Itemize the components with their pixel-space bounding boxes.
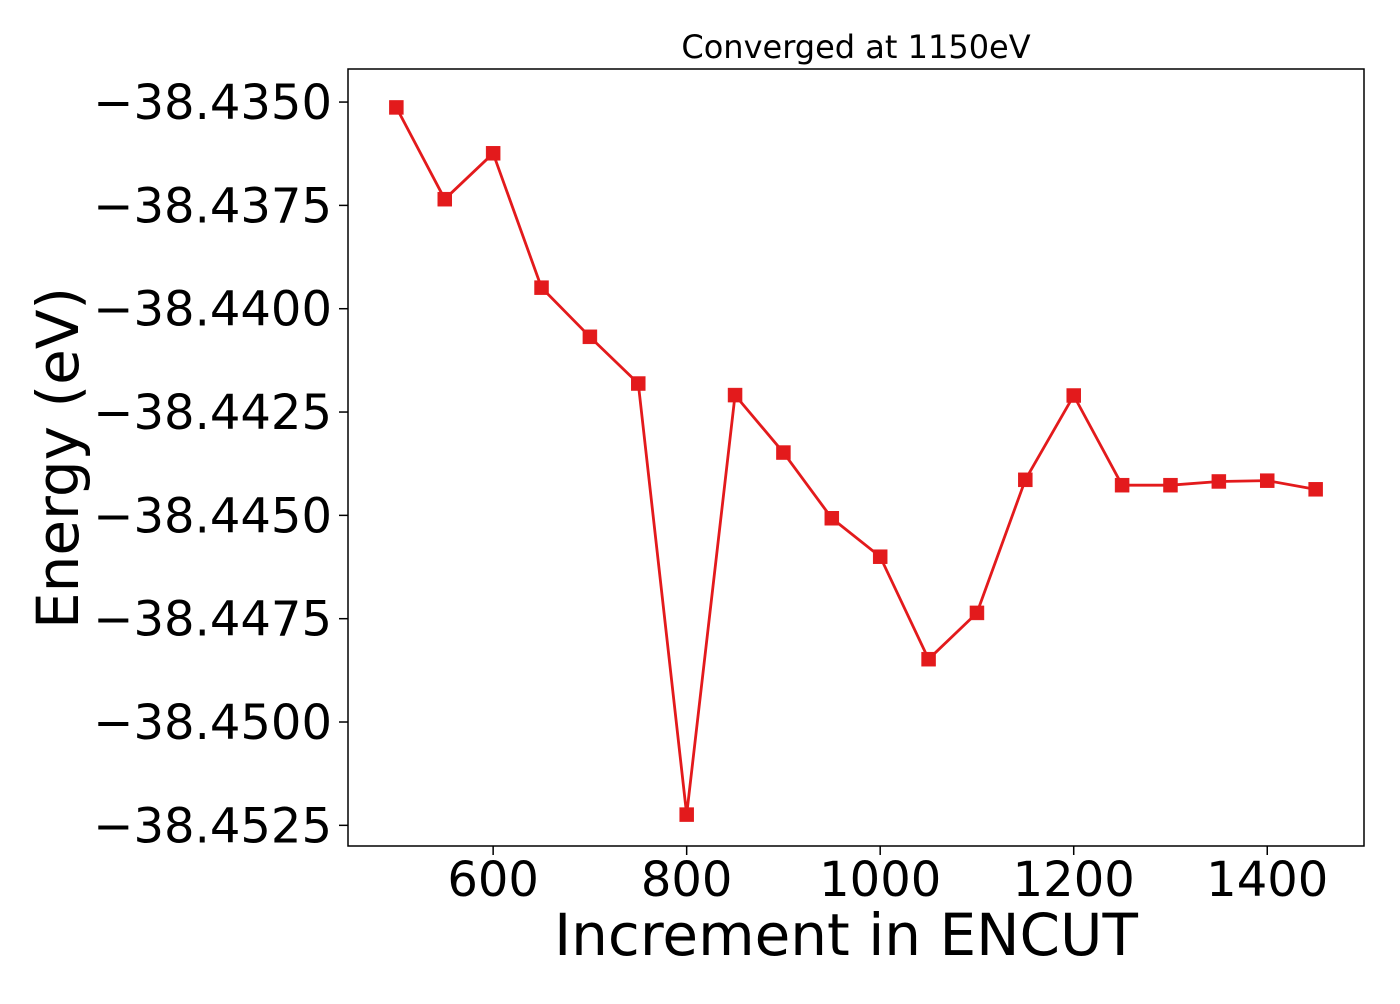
data-point-marker [1211, 474, 1227, 489]
y-tick-label: −38.4450 [93, 488, 332, 544]
data-point-marker [1308, 482, 1323, 497]
x-tick-label: 600 [447, 852, 539, 908]
y-axis-ticks: −38.4350 −38.4375 −38.4400 −38.4425 −38.4450… [93, 75, 348, 854]
plot-frame [347, 68, 1365, 847]
series-line [395, 106, 1316, 816]
x-tick-label: 800 [641, 852, 733, 908]
data-point-marker [1066, 388, 1081, 403]
y-tick-label: −38.4500 [93, 695, 332, 751]
chart-title: Converged at 1150eV [681, 28, 1030, 66]
x-tick-label: 1400 [1206, 852, 1328, 908]
y-tick-label: −38.4350 [93, 75, 332, 131]
y-axis-label: Energy (eV) [24, 287, 92, 629]
data-point-marker [437, 191, 453, 207]
series-layer [389, 100, 1323, 822]
data-point-marker [582, 329, 598, 345]
y-tick-label: −38.4375 [93, 178, 332, 234]
x-axis-label: Increment in ENCUT [554, 901, 1138, 969]
data-point-marker [776, 445, 791, 460]
data-point-marker [1259, 473, 1275, 488]
data-point-marker [921, 651, 936, 667]
y-tick-label: −38.4425 [93, 385, 332, 441]
data-point-marker [679, 807, 694, 822]
data-point-marker [1018, 472, 1033, 488]
data-point-marker [727, 387, 743, 403]
y-tick-label: −38.4475 [93, 592, 332, 648]
data-point-marker [389, 100, 404, 115]
data-point-marker [534, 280, 549, 295]
data-point-marker [969, 605, 985, 621]
data-point-marker [824, 511, 840, 526]
data-point-marker [631, 376, 646, 391]
data-point-marker [1114, 477, 1130, 493]
x-tick-label: 1000 [819, 852, 941, 908]
data-point-marker [872, 549, 888, 564]
y-tick-label: −38.4400 [93, 282, 332, 338]
data-point-marker [1163, 477, 1178, 493]
x-axis-ticks: 600 800 1000 1200 1400 [447, 846, 1328, 908]
x-tick-label: 1200 [1013, 852, 1135, 908]
y-tick-label: −38.4525 [93, 798, 332, 854]
data-point-marker [485, 146, 501, 161]
